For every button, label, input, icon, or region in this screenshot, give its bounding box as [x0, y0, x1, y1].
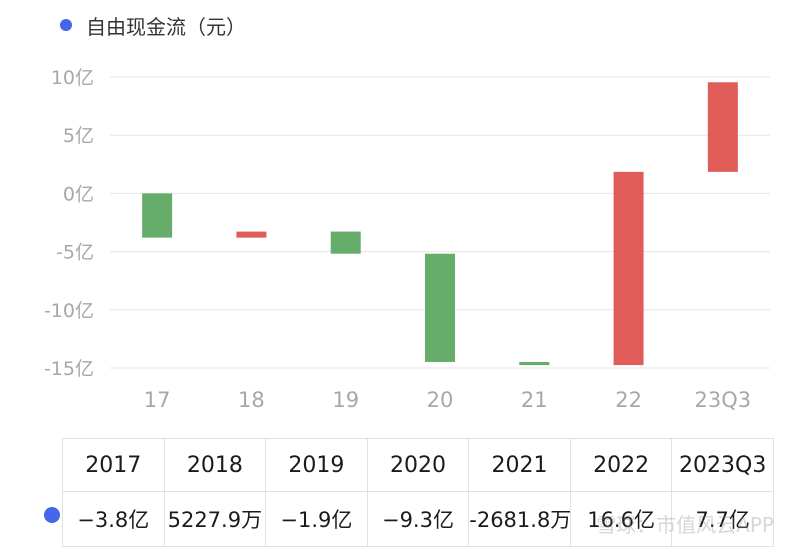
table-header-cell: 2018 [163, 438, 267, 492]
table-value-cell: 5227.9万 [163, 491, 267, 547]
y-tick-label: -10亿 [44, 300, 94, 322]
data-table: 2017 2018 2019 2020 2021 2022 2023Q3 −3.… [62, 438, 774, 547]
x-axis: 17 18 19 20 21 22 23Q3 [144, 388, 751, 412]
y-tick-label: -5亿 [56, 242, 94, 264]
table-value-cell: −9.3亿 [366, 491, 470, 547]
chart-legend: 自由现金流（元） [60, 12, 246, 39]
x-tick-label: 19 [332, 388, 359, 412]
waterfall-chart: 10亿 5亿 0亿 -5亿 -10亿 -15亿 17 18 19 20 21 22 23Q3 [44, 67, 770, 412]
table-value-row: −3.8亿 5227.9万 −1.9亿 −9.3亿 -2681.8万 16.6亿… [62, 491, 774, 547]
bar [707, 82, 738, 172]
table-header-cell: 2017 [62, 438, 165, 492]
table-value-cell: −3.8亿 [62, 491, 165, 547]
table-value-cell: 16.6亿 [569, 491, 673, 547]
table-header-cell: 2022 [569, 438, 673, 492]
table-header-cell: 2019 [265, 438, 368, 492]
x-tick-label: 22 [615, 388, 642, 412]
watermark: 雪球：市值风云APP [596, 513, 774, 537]
y-tick-label: -15亿 [44, 358, 94, 380]
x-tick-label: 17 [144, 388, 171, 412]
legend-label: 自由现金流（元） [86, 14, 246, 39]
x-tick-label: 23Q3 [695, 388, 752, 412]
bar [236, 231, 267, 238]
x-tick-label: 20 [427, 388, 454, 412]
x-tick-label: 21 [521, 388, 548, 412]
table-value-cell: -2681.8万 [468, 491, 571, 547]
bar [425, 253, 455, 362]
table-header-row: 2017 2018 2019 2020 2021 2022 2023Q3 [62, 438, 774, 492]
y-axis: 10亿 5亿 0亿 -5亿 -10亿 -15亿 [44, 67, 94, 380]
bar [330, 231, 361, 254]
legend-marker [60, 19, 72, 31]
y-tick-label: 0亿 [63, 183, 94, 205]
table-header-cell: 2023Q3 [671, 438, 774, 492]
x-tick-label: 18 [238, 388, 265, 412]
bar [519, 361, 550, 366]
bars [142, 82, 738, 366]
table-value-cell: 7.7亿 [671, 491, 774, 547]
table-value-cell: −1.9亿 [265, 491, 368, 547]
y-tick-label: 5亿 [63, 125, 94, 147]
table-header-cell: 2020 [366, 438, 470, 492]
bar [613, 171, 644, 366]
bar [142, 193, 173, 238]
y-tick-label: 10亿 [51, 67, 94, 89]
row-marker-dot [44, 507, 60, 523]
table-header-cell: 2021 [468, 438, 571, 492]
